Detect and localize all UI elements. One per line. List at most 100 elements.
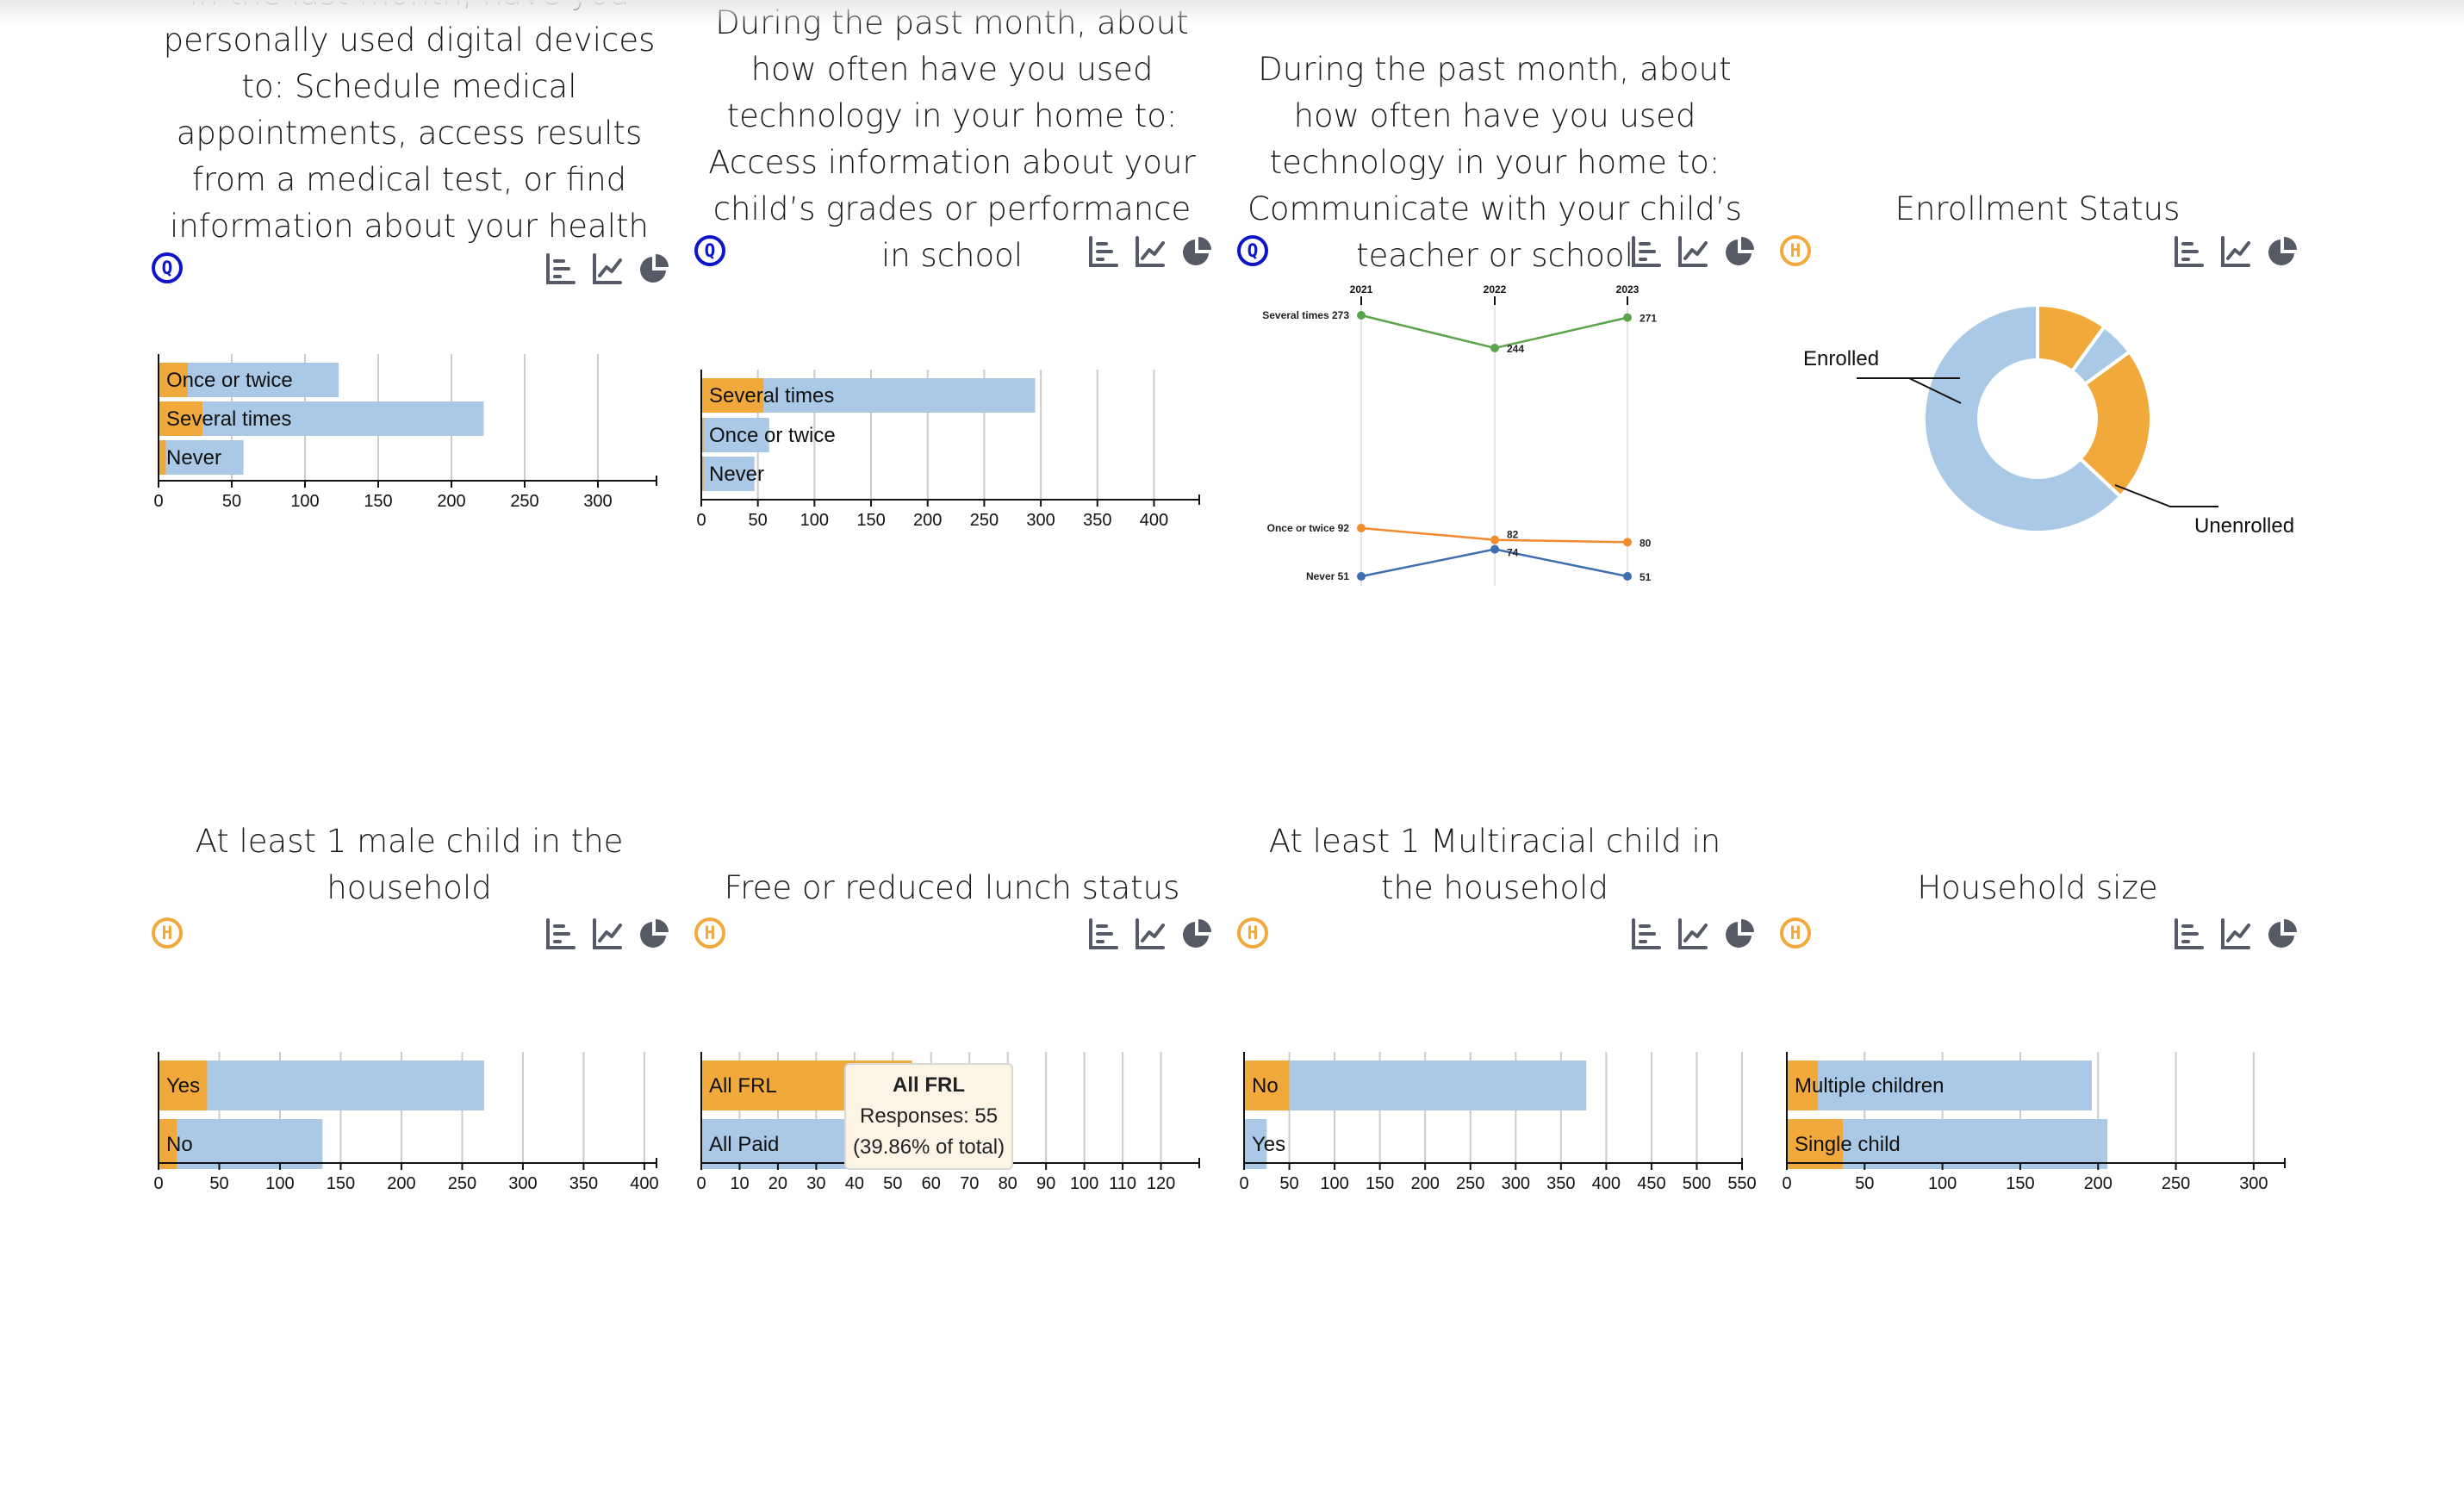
- pie-chart-icon[interactable]: [1180, 917, 1213, 950]
- chart-title: In the last month, have you personally u…: [163, 0, 656, 245]
- series-point: [1623, 313, 1632, 322]
- x-tick-label: 110: [1109, 1174, 1136, 1193]
- top-scroll-shadow: [0, 0, 2464, 26]
- chart-type-toolbar: [1087, 235, 1213, 268]
- bar-tooltip: All FRL Responses: 55 (39.86% of total): [844, 1063, 1014, 1170]
- x-tick-label: 350: [1083, 511, 1111, 530]
- bar-chart-icon[interactable]: [2173, 235, 2206, 268]
- bar-total: [159, 401, 484, 436]
- x-tick-label: 350: [569, 1174, 598, 1193]
- line-chart-icon[interactable]: [1677, 917, 1709, 950]
- donut-slice: [2077, 349, 2153, 500]
- point-label: 74: [1507, 547, 1519, 559]
- pie-chart-icon[interactable]: [1180, 235, 1213, 268]
- bar-label: Yes: [166, 1074, 200, 1098]
- line-chart-icon[interactable]: [591, 917, 624, 950]
- bar-highlight: [701, 418, 704, 452]
- x-tick-label: 30: [806, 1174, 825, 1193]
- x-tick-label: 450: [1637, 1174, 1665, 1193]
- x-tick-label: 350: [1546, 1174, 1575, 1193]
- bar-highlight: [159, 1060, 208, 1110]
- x-tick-label: 300: [1502, 1174, 1530, 1193]
- chart-title: Free or reduced lunch status: [724, 869, 1180, 906]
- bar-label: Several times: [166, 407, 291, 431]
- leader-line: [2114, 484, 2218, 507]
- line-chart-icon[interactable]: [2219, 235, 2252, 268]
- series-start-label: Several times 273: [1262, 309, 1349, 321]
- line-chart-icon[interactable]: [1677, 235, 1709, 268]
- bar-chart-icon[interactable]: [1630, 235, 1663, 268]
- pie-chart-icon[interactable]: [638, 917, 670, 950]
- bar-chart-icon[interactable]: [1630, 917, 1663, 950]
- bar-total: [1787, 1060, 2093, 1110]
- tooltip-percent: (39.86% of total): [853, 1135, 1005, 1159]
- line-chart-icon[interactable]: [1134, 917, 1167, 950]
- bar-highlight: [701, 378, 764, 413]
- x-tick-label: 250: [1456, 1174, 1484, 1193]
- x-tick-label: 150: [2006, 1174, 2034, 1193]
- bar-highlight: [159, 363, 188, 397]
- point-label: 80: [1640, 537, 1652, 549]
- bar-chart-icon[interactable]: [544, 252, 577, 285]
- chart-title: During the past month, about how often h…: [1248, 51, 1742, 274]
- donut-chart: Enrolled Unenrolled: [1803, 302, 2294, 538]
- x-tick-label: 0: [696, 1174, 706, 1193]
- card-medical: In the last month, have you personally u…: [152, 0, 698, 646]
- x-tick-label: 50: [222, 492, 241, 511]
- x-tick-label: 100: [1928, 1174, 1957, 1193]
- tooltip-responses: Responses: 55: [860, 1104, 999, 1128]
- series-point: [1490, 344, 1499, 352]
- series-point: [1623, 572, 1632, 581]
- x-tick-label: 70: [960, 1174, 979, 1193]
- line-chart-icon[interactable]: [2219, 917, 2252, 950]
- bar-label: Once or twice: [166, 369, 293, 392]
- chart-title: At least 1 Multiracial child in the hous…: [1268, 823, 1721, 906]
- bar-highlight: [701, 457, 704, 491]
- pie-chart-icon[interactable]: [638, 252, 670, 285]
- bar-total: [701, 418, 769, 452]
- bar-label: Yes: [1252, 1133, 1285, 1156]
- series-point: [1490, 544, 1499, 554]
- pie-chart-icon[interactable]: [1723, 917, 1756, 950]
- bar-label: All FRL: [709, 1074, 777, 1098]
- household-badge: H: [1237, 917, 1268, 949]
- x-tick-label: 250: [510, 492, 538, 511]
- survey-question-badge: Q: [1237, 235, 1268, 266]
- bar-chart-icon[interactable]: [1087, 917, 1120, 950]
- x-tick-label: 50: [749, 511, 768, 530]
- pie-chart-icon[interactable]: [2266, 917, 2299, 950]
- bar-chart-icon[interactable]: [2173, 917, 2206, 950]
- bar-chart-icon[interactable]: [544, 917, 577, 950]
- bar-label: No: [166, 1133, 193, 1156]
- x-tick-label: 10: [730, 1174, 749, 1193]
- household-badge: H: [694, 917, 725, 949]
- bar-label: Never: [709, 463, 764, 486]
- x-tick-label: 300: [2239, 1174, 2268, 1193]
- chart-type-toolbar: [1630, 917, 1756, 950]
- x-tick-label: 300: [508, 1174, 537, 1193]
- x-tick-label: 50: [1855, 1174, 1874, 1193]
- x-tick-label: 90: [1036, 1174, 1055, 1193]
- x-tick-label: 0: [696, 511, 706, 530]
- line-chart-icon[interactable]: [591, 252, 624, 285]
- x-tick-label: 150: [327, 1174, 355, 1193]
- x-tick-label: 200: [387, 1174, 415, 1193]
- card-male: At least 1 male child in the household H…: [152, 818, 698, 1499]
- pie-chart-icon[interactable]: [2266, 235, 2299, 268]
- pie-chart-icon[interactable]: [1723, 235, 1756, 268]
- line-chart-icon[interactable]: [1134, 235, 1167, 268]
- chart-title: Household size: [1917, 869, 2158, 906]
- point-label: 244: [1507, 343, 1524, 355]
- x-tick-label: 400: [1140, 511, 1168, 530]
- bar-label: All Paid: [709, 1133, 779, 1156]
- x-tick-label: 150: [364, 492, 392, 511]
- slice-label: Enrolled: [1803, 347, 1879, 370]
- series-point: [1490, 535, 1499, 544]
- x-tick-label: 200: [913, 511, 942, 530]
- year-label: 2023: [1616, 283, 1640, 295]
- x-tick-label: 120: [1147, 1174, 1175, 1193]
- bar-chart-icon[interactable]: [1087, 235, 1120, 268]
- series-point: [1623, 538, 1632, 547]
- leader-line: [1908, 377, 1962, 404]
